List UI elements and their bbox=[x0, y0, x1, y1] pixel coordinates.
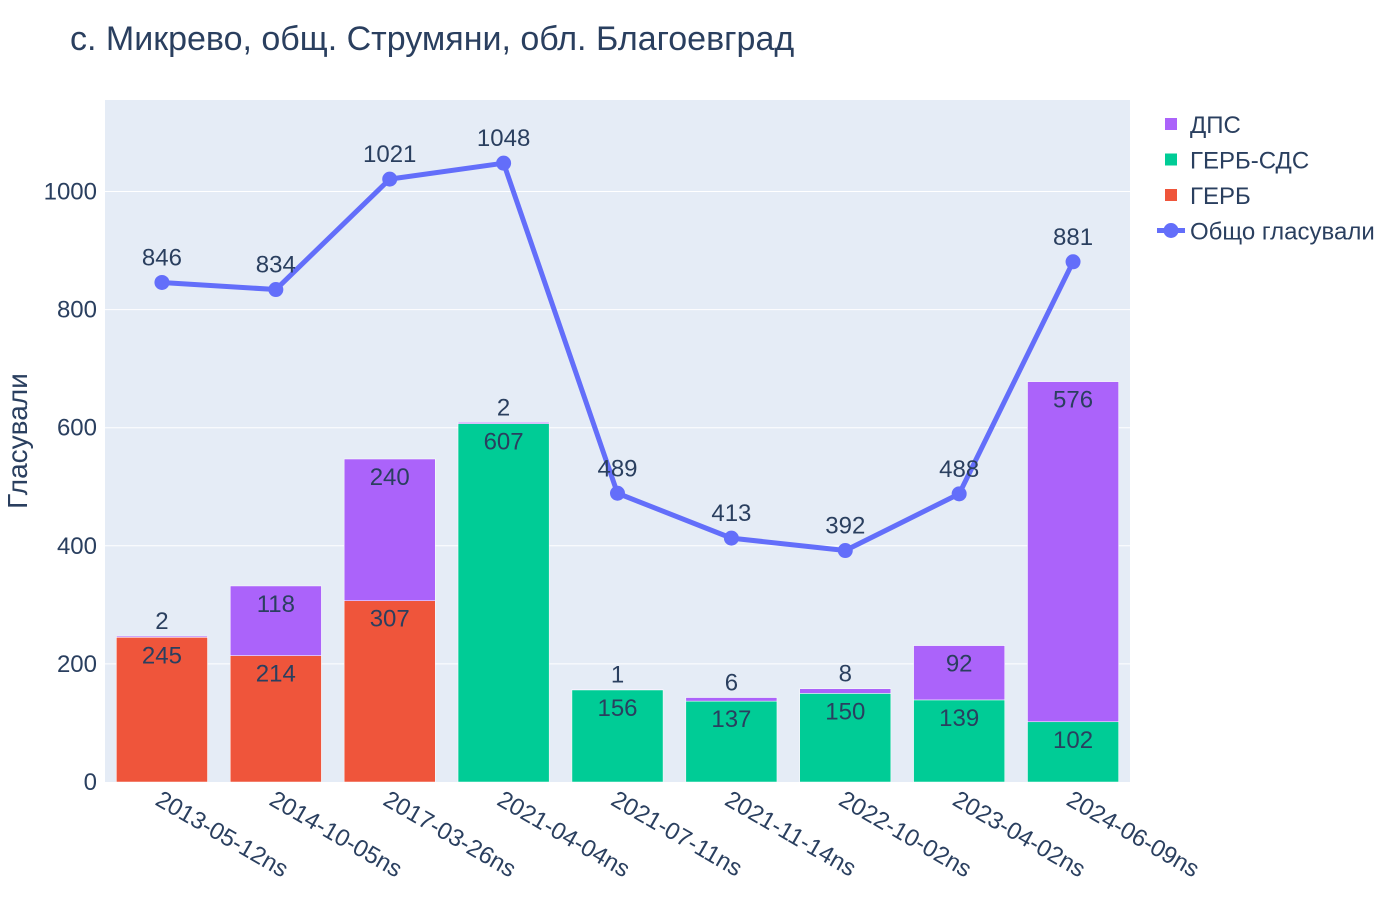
y-tick-label: 1000 bbox=[44, 179, 97, 206]
chart-title: с. Микрево, общ. Струмяни, обл. Благоевг… bbox=[70, 20, 794, 58]
bar-segment bbox=[1027, 381, 1119, 723]
total-line-point bbox=[268, 282, 284, 298]
bar-value-label: 245 bbox=[142, 642, 182, 669]
total-line-point bbox=[837, 543, 853, 559]
total-line-point bbox=[951, 486, 967, 502]
total-line-value-label: 488 bbox=[939, 456, 979, 483]
bar-value-label: 156 bbox=[597, 695, 637, 722]
y-axis-title: Гласували bbox=[2, 373, 33, 509]
legend: ДПС ГЕРБ-СДС ГЕРБ Общо гласували bbox=[1157, 112, 1375, 246]
legend-swatch bbox=[1165, 153, 1177, 166]
bar-value-label: 118 bbox=[257, 591, 295, 618]
y-tick-label: 800 bbox=[57, 297, 97, 324]
total-line-value-label: 392 bbox=[825, 513, 865, 540]
bar-value-label: 102 bbox=[1053, 727, 1093, 754]
legend-label: ДПС bbox=[1190, 112, 1241, 139]
bar-value-label: 240 bbox=[370, 464, 410, 491]
y-tick-label: 600 bbox=[57, 415, 97, 442]
bar-segment bbox=[343, 458, 436, 601]
bar-value-label: 150 bbox=[825, 698, 865, 725]
bar-value-label: 137 bbox=[711, 706, 751, 733]
bar-segment bbox=[343, 600, 436, 783]
bar-segment bbox=[913, 699, 1005, 783]
total-line-point bbox=[154, 274, 170, 290]
bar-value-label: 576 bbox=[1053, 387, 1093, 414]
bar-value-label: 8 bbox=[839, 661, 852, 688]
total-line-value-label: 846 bbox=[142, 244, 182, 271]
total-line-value-label: 834 bbox=[256, 252, 296, 279]
bar-segment bbox=[571, 689, 664, 783]
total-line: 846 834 1021 1048 489 413 392 488 881 bbox=[142, 125, 1093, 559]
bar-segment bbox=[799, 693, 892, 783]
y-tick-label: 400 bbox=[57, 533, 97, 560]
total-line-value-label: 489 bbox=[597, 455, 637, 482]
total-line-point bbox=[382, 171, 398, 187]
bar-value-label: 92 bbox=[946, 651, 973, 678]
bar-value-label: 2 bbox=[155, 608, 168, 635]
bar-value-label: 2 bbox=[497, 394, 510, 421]
total-line-point bbox=[610, 485, 625, 501]
legend-marker bbox=[1163, 223, 1179, 238]
legend-label: ГЕРБ bbox=[1190, 183, 1251, 210]
bar-segment bbox=[230, 655, 322, 783]
total-line-value-label: 1048 bbox=[477, 125, 530, 152]
total-line-value-label: 1021 bbox=[363, 141, 416, 168]
x-axis-ticks: 2013-05-12ns2014-10-05ns2017-03-26ns2021… bbox=[151, 786, 1204, 883]
bar-segment bbox=[230, 585, 322, 656]
bar-value-label: 607 bbox=[484, 429, 524, 456]
bar-value-label: 6 bbox=[725, 670, 738, 697]
bar-value-label: 307 bbox=[370, 606, 410, 633]
bar-segment bbox=[571, 689, 664, 691]
bar-segment bbox=[116, 637, 208, 783]
total-line-value-label: 413 bbox=[711, 500, 751, 527]
y-axis-ticks: 0 200 400 600 800 1000 bbox=[44, 179, 97, 796]
bar-segment bbox=[457, 423, 550, 783]
bar-value-label: 214 bbox=[256, 661, 296, 688]
bar-segment bbox=[457, 422, 550, 424]
legend-swatch bbox=[1165, 118, 1177, 130]
bar-segment bbox=[116, 635, 208, 638]
bar-segment bbox=[1027, 721, 1119, 783]
bar-segment bbox=[799, 688, 892, 694]
total-line-point bbox=[723, 530, 739, 546]
y-tick-label: 0 bbox=[84, 769, 97, 796]
bar-segment bbox=[685, 700, 778, 783]
bars: 245 214 307 607 156 137 150 139 102 2 118 240 2 1 6 8 92… bbox=[116, 381, 1119, 783]
total-line-value-label: 881 bbox=[1053, 224, 1093, 251]
bar-value-label: 139 bbox=[939, 705, 979, 732]
bar-segment bbox=[685, 697, 778, 702]
legend-swatch bbox=[1165, 189, 1177, 201]
bar-segment bbox=[913, 645, 1005, 701]
total-line-point bbox=[496, 155, 512, 171]
legend-label: Общо гласували bbox=[1190, 219, 1375, 246]
legend-label: ГЕРБ-СДС bbox=[1190, 148, 1309, 175]
y-tick-label: 200 bbox=[57, 651, 97, 678]
bar-value-label: 1 bbox=[611, 661, 624, 688]
total-line-point bbox=[1065, 254, 1081, 270]
